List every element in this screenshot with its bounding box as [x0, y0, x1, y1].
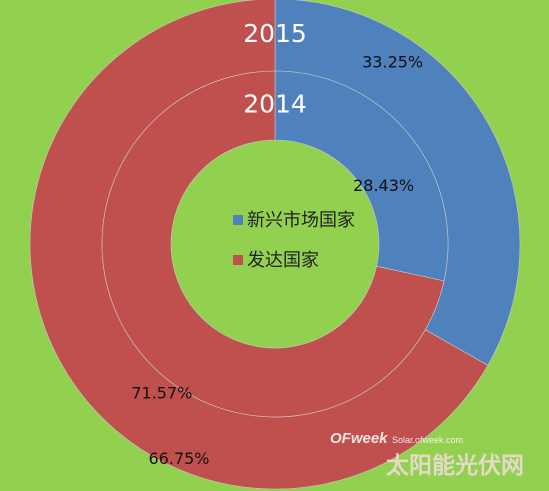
- ring-label-2014: 2014: [243, 90, 307, 119]
- value-label-2014-1: 71.57%: [131, 384, 192, 403]
- chart-labels: 33.25% 66.75% 2015 28.43% 71.57% 2014: [131, 19, 423, 468]
- watermark-site: Solar.ofweek.com: [392, 435, 463, 445]
- watermark-brand: OFweek: [330, 430, 388, 447]
- legend-swatch-developed: [233, 255, 243, 265]
- ring-2014-segment-1: [101, 70, 445, 418]
- ring-label-2015: 2015: [243, 19, 307, 48]
- value-label-2014-0: 28.43%: [353, 176, 414, 195]
- legend-label-emerging: 新兴市场国家: [247, 210, 355, 231]
- ring-2014-segment-0: [274, 70, 449, 282]
- watermark-subtitle: 太阳能光伏网: [386, 452, 524, 479]
- legend-label-developed: 发达国家: [247, 250, 319, 271]
- watermark: OFweek Solar.ofweek.com 太阳能光伏网: [330, 430, 524, 479]
- value-label-2015-1: 66.75%: [149, 449, 210, 468]
- legend-swatch-emerging: [233, 215, 243, 225]
- value-label-2015-0: 33.25%: [362, 52, 423, 71]
- legend: 新兴市场国家 发达国家: [233, 210, 355, 271]
- chart-segments: [29, 0, 521, 490]
